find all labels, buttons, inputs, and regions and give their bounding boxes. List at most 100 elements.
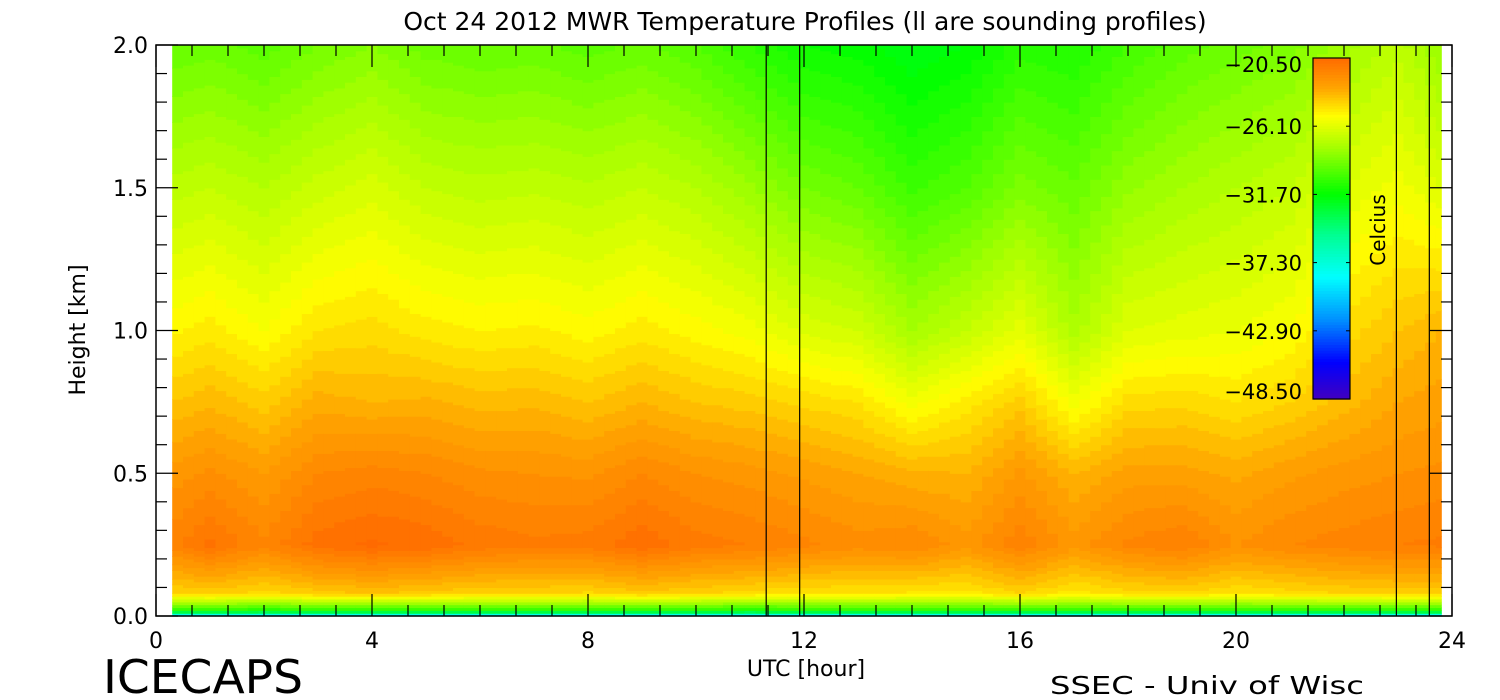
heatmap-cell (496, 578, 508, 589)
heatmap-cell (1122, 464, 1134, 489)
heatmap-cell (1101, 367, 1113, 383)
heatmap-cell (712, 110, 724, 135)
heatmap-cell (247, 570, 260, 577)
heatmap-cell (571, 419, 584, 440)
heatmap-cell (377, 156, 389, 183)
colorbar-swatch (1313, 146, 1350, 150)
heatmap-cell (1317, 584, 1329, 591)
heatmap-cell (1317, 604, 1329, 609)
heatmap-cell (1047, 222, 1059, 249)
heatmap-cell (863, 601, 875, 606)
heatmap-cell (291, 581, 303, 588)
heatmap-cell (960, 396, 972, 414)
heatmap-cell (625, 441, 638, 460)
heatmap-cell (669, 179, 681, 203)
heatmap-cell (593, 573, 605, 580)
heatmap-cell (852, 613, 864, 617)
heatmap-cell (766, 290, 778, 314)
heatmap-cell (712, 598, 724, 603)
heatmap-cell (863, 259, 875, 280)
heatmap-cell (939, 56, 951, 86)
heatmap-cell (1003, 604, 1016, 609)
heatmap-cell (885, 436, 897, 451)
heatmap-cell (237, 73, 249, 100)
heatmap-cell (885, 613, 897, 617)
heatmap-cell (906, 396, 918, 409)
heatmap-cell (226, 607, 238, 611)
heatmap-cell (798, 407, 810, 426)
heatmap-cell (1414, 244, 1426, 269)
colorbar-swatch (1313, 384, 1350, 389)
heatmap-cell (874, 570, 886, 580)
heatmap-cell (1079, 45, 1091, 66)
heatmap-cell (1057, 584, 1070, 591)
heatmap-cell (939, 113, 951, 146)
heatmap-cell (723, 544, 735, 554)
heatmap-cell (593, 613, 605, 617)
heatmap-cell (1198, 604, 1210, 609)
heatmap-cell (561, 578, 573, 586)
heatmap-cell (172, 333, 184, 357)
heatmap-cell (571, 533, 584, 549)
heatmap-cell (1079, 324, 1091, 343)
heatmap-cell (777, 256, 789, 277)
heatmap-cell (917, 593, 929, 597)
heatmap-cell (798, 67, 810, 95)
heatmap-cell (939, 558, 951, 569)
heatmap-cell (1252, 470, 1264, 500)
heatmap-cell (1068, 501, 1080, 531)
heatmap-cell (1144, 576, 1156, 586)
heatmap-cell (1133, 376, 1145, 394)
heatmap-cell (377, 613, 389, 617)
heatmap-cell (226, 416, 238, 440)
heatmap-cell (1414, 430, 1426, 469)
heatmap-cell (669, 598, 681, 603)
heatmap-cell (1036, 573, 1048, 583)
heatmap-cell (1090, 179, 1102, 212)
heatmap-cell (874, 130, 886, 157)
heatmap-cell (237, 613, 249, 617)
heatmap-cell (1360, 399, 1372, 429)
heatmap-cell (885, 324, 897, 343)
heatmap-cell (485, 524, 497, 548)
heatmap-cell (1014, 467, 1026, 497)
heatmap-cell (1338, 570, 1350, 580)
heatmap-cell (1036, 156, 1048, 189)
heatmap-cell (1144, 179, 1156, 212)
heatmap-cell (1349, 564, 1361, 571)
heatmap-cell (1144, 507, 1156, 531)
heatmap-cell (841, 416, 854, 437)
heatmap-cell (1187, 570, 1199, 577)
heatmap-cell (1176, 570, 1188, 580)
heatmap-cell (863, 610, 875, 614)
heatmap-cell (1198, 553, 1210, 563)
heatmap-cell (669, 230, 681, 257)
heatmap-cell (1090, 576, 1102, 586)
heatmap-cell (809, 610, 821, 614)
heatmap-cell (1381, 601, 1394, 606)
heatmap-cell (625, 601, 638, 606)
heatmap-cell (237, 461, 249, 489)
heatmap-cell (528, 244, 540, 274)
heatmap-cell (204, 316, 216, 343)
heatmap-cell (1003, 561, 1016, 569)
heatmap-cell (787, 176, 800, 200)
heatmap-cell (355, 490, 368, 517)
heatmap-cell (831, 356, 843, 372)
heatmap-cell (1371, 319, 1383, 354)
heatmap-cell (874, 293, 886, 314)
heatmap-cell (1295, 613, 1307, 617)
heatmap-cell (571, 53, 584, 80)
heatmap-cell (474, 561, 486, 569)
heatmap-cell (1241, 593, 1253, 597)
heatmap-cell (1360, 427, 1372, 454)
heatmap-cell (647, 504, 659, 531)
heatmap-cell (669, 413, 681, 431)
heatmap-cell (345, 213, 357, 240)
heatmap-cell (1025, 590, 1037, 594)
heatmap-cell (1317, 590, 1329, 594)
heatmap-cell (312, 253, 324, 280)
heatmap-cell (1252, 282, 1264, 317)
heatmap-cell (1327, 396, 1340, 420)
heatmap-cell (1241, 610, 1253, 614)
